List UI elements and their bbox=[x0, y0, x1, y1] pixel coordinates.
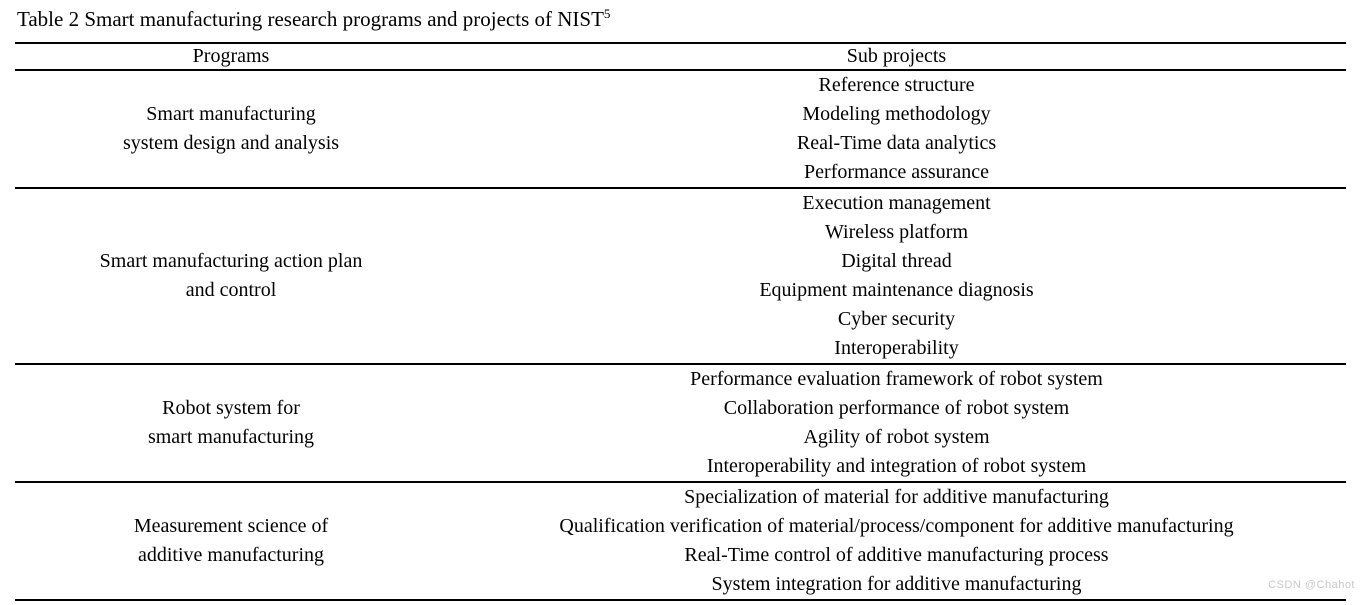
column-header-programs: Programs bbox=[192, 45, 270, 67]
subproject-item: Modeling methodology bbox=[802, 103, 991, 125]
program-cell: Robot system for smart manufacturing bbox=[15, 365, 447, 481]
subproject-item: Cyber security bbox=[837, 308, 956, 330]
subproject-item: Reference structure bbox=[818, 74, 975, 96]
subproject-item: Interoperability and integration of robo… bbox=[706, 455, 1087, 477]
program-name-line: Smart manufacturing bbox=[146, 103, 316, 125]
subproject-item: Real-Time data analytics bbox=[796, 132, 997, 154]
subproject-item: Execution management bbox=[802, 192, 991, 214]
subproject-item: Wireless platform bbox=[824, 221, 969, 243]
subproject-list: Specialization of material for additive … bbox=[447, 483, 1346, 599]
subproject-item: Agility of robot system bbox=[803, 426, 990, 448]
subproject-item: Collaboration performance of robot syste… bbox=[723, 397, 1070, 419]
subproject-list: Execution management Wireless platform D… bbox=[447, 189, 1346, 363]
table-row-group-smart-manufacturing-system-design: Smart manufacturing system design and an… bbox=[15, 71, 1346, 189]
program-name-line: Measurement science of bbox=[133, 515, 329, 537]
subproject-item: Specialization of material for additive … bbox=[684, 486, 1109, 508]
table-header-row: Programs Sub projects bbox=[15, 44, 1346, 71]
program-name-line: smart manufacturing bbox=[147, 426, 315, 448]
subproject-item: Qualification verification of material/p… bbox=[559, 515, 1234, 537]
programs-table: Programs Sub projects Smart manufacturin… bbox=[15, 42, 1346, 601]
table-row-group-robot-system: Robot system for smart manufacturing Per… bbox=[15, 365, 1346, 483]
subproject-item: Performance evaluation framework of robo… bbox=[690, 368, 1103, 390]
program-name-line: Robot system for bbox=[162, 397, 300, 419]
program-cell: Smart manufacturing action plan and cont… bbox=[15, 189, 447, 363]
program-cell: Smart manufacturing system design and an… bbox=[15, 71, 447, 187]
subproject-item: Digital thread bbox=[841, 250, 952, 272]
program-name-line: additive manufacturing bbox=[137, 544, 325, 566]
watermark: CSDN @Chahot bbox=[1268, 579, 1355, 591]
program-cell: Measurement science of additive manufact… bbox=[15, 483, 447, 599]
subproject-list: Performance evaluation framework of robo… bbox=[447, 365, 1346, 481]
table-row-group-smart-manufacturing-action-plan: Smart manufacturing action plan and cont… bbox=[15, 189, 1346, 365]
table-caption-text: Table 2 Smart manufacturing research pro… bbox=[17, 7, 604, 31]
table-caption: Table 2 Smart manufacturing research pro… bbox=[17, 6, 610, 32]
subproject-item: System integration for additive manufact… bbox=[711, 573, 1082, 595]
subproject-item: Real-Time control of additive manufactur… bbox=[684, 544, 1109, 566]
subproject-item: Interoperability bbox=[834, 337, 959, 359]
table-caption-superscript: 5 bbox=[603, 6, 611, 21]
program-name-line: system design and analysis bbox=[122, 132, 340, 154]
subproject-list: Reference structure Modeling methodology… bbox=[447, 71, 1346, 187]
program-name-line: and control bbox=[185, 279, 277, 301]
table-row-group-measurement-science: Measurement science of additive manufact… bbox=[15, 483, 1346, 599]
subproject-item: Equipment maintenance diagnosis bbox=[759, 279, 1034, 301]
column-header-subprojects: Sub projects bbox=[846, 45, 947, 67]
program-name-line: Smart manufacturing action plan bbox=[99, 250, 363, 272]
subproject-item: Performance assurance bbox=[804, 161, 989, 183]
